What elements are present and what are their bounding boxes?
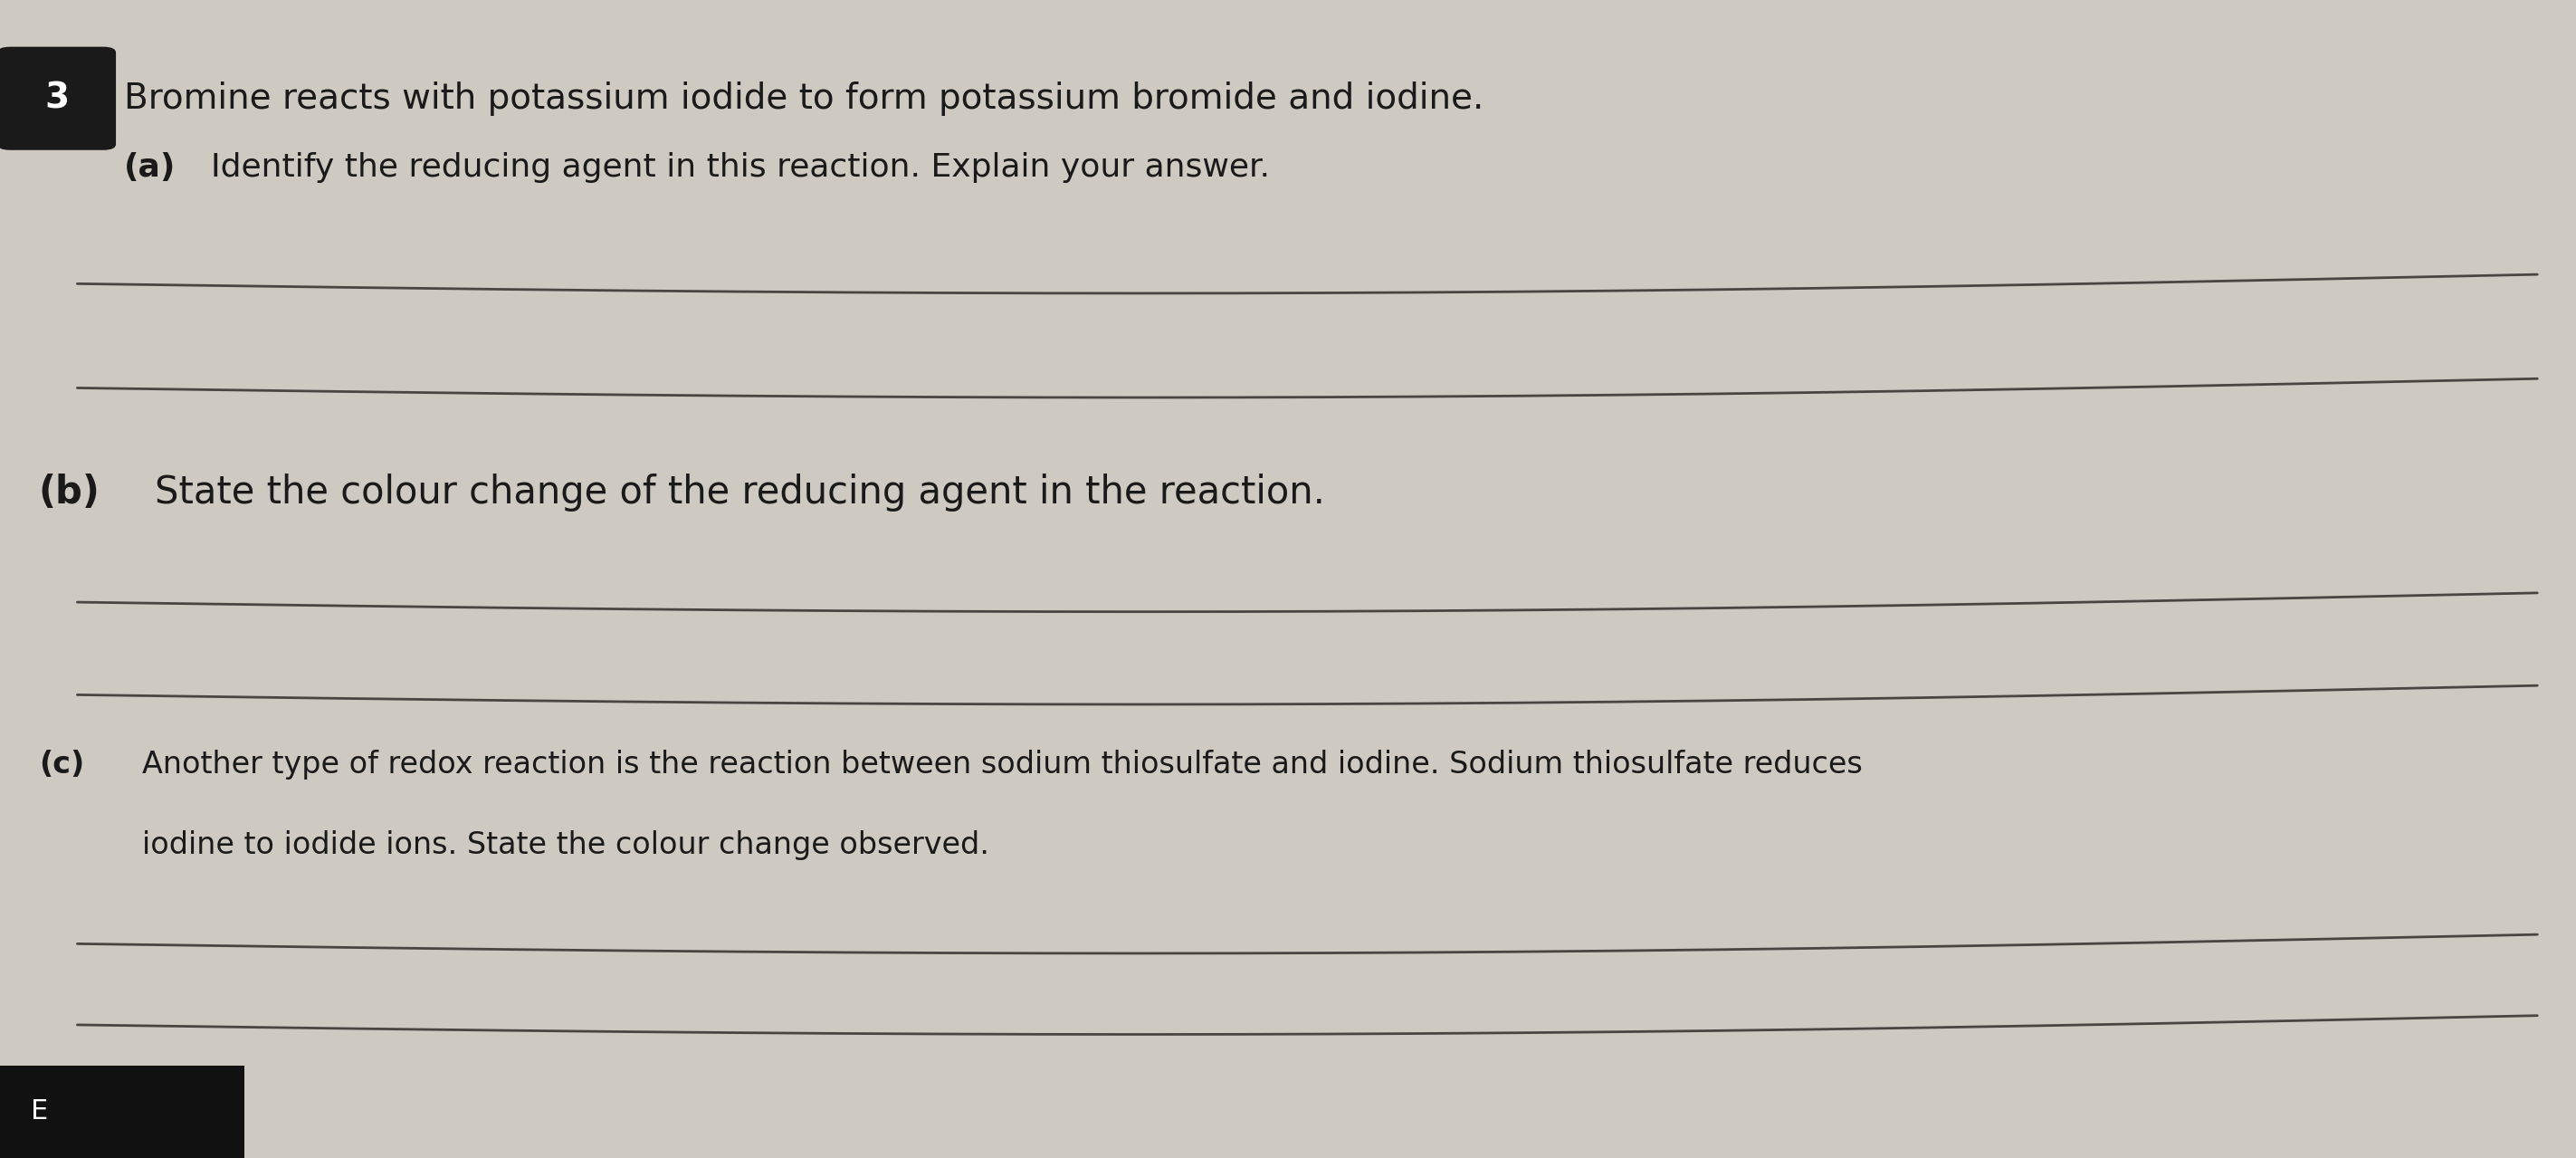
Text: 3: 3 (44, 81, 70, 116)
Text: State the colour change of the reducing agent in the reaction.: State the colour change of the reducing … (155, 474, 1324, 511)
Text: Another type of redox reaction is the reaction between sodium thiosulfate and io: Another type of redox reaction is the re… (142, 749, 1862, 779)
Text: (c): (c) (39, 749, 85, 779)
Text: (a): (a) (124, 153, 175, 183)
FancyBboxPatch shape (0, 46, 116, 151)
Text: iodine to iodide ions. State the colour change observed.: iodine to iodide ions. State the colour … (142, 830, 989, 860)
Text: Bromine reacts with potassium iodide to form potassium bromide and iodine.: Bromine reacts with potassium iodide to … (124, 81, 1484, 116)
Text: Identify the reducing agent in this reaction. Explain your answer.: Identify the reducing agent in this reac… (211, 153, 1270, 183)
Bar (0, 1065, 245, 1158)
Text: E: E (31, 1099, 49, 1124)
Text: (b): (b) (39, 474, 100, 511)
